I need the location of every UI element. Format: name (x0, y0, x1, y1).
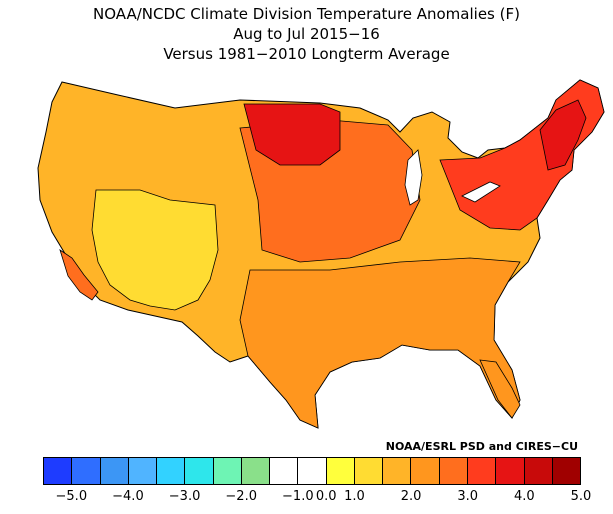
colorbar-tick-label: −5.0 (55, 489, 88, 504)
colorbar-swatch (467, 458, 497, 484)
colorbar-tick-label: −3.0 (168, 489, 201, 504)
lake-michigan (404, 149, 423, 206)
colorbar-swatch (72, 458, 101, 484)
north-plains-region (243, 103, 341, 166)
colorbar-swatch (411, 458, 440, 484)
colorbar-tick-label: −1.0 (282, 489, 314, 504)
title-line-3: Versus 1981−2010 Longterm Average (163, 45, 450, 63)
colorbar-swatch (157, 458, 186, 484)
colorbar-swatch (270, 458, 299, 484)
colorbar-swatch (354, 458, 384, 484)
colorbar-swatch (100, 458, 129, 484)
map-title: NOAA/NCDC Climate Division Temperature A… (0, 4, 613, 64)
colorbar-swatch (298, 458, 327, 484)
southeast-region (239, 257, 521, 429)
title-line-2: Aug to Jul 2015−16 (233, 25, 380, 43)
colorbar-swatch (326, 458, 355, 484)
socal-region (59, 249, 99, 301)
colorbar-labels: −5.0 −4.0 −3.0 −2.0 −1.0 0.0 1.0 2.0 3.0 4.0 5.0 (43, 489, 592, 507)
colorbar-tick-label: −4.0 (112, 489, 144, 504)
lake-erie (461, 181, 501, 203)
colorbar-tick-label: 1.0 (344, 489, 365, 504)
credit-text: NOAA/ESRL PSD and CIRES−CU (385, 440, 578, 453)
colorbar-swatch (552, 458, 581, 484)
florida-region (479, 359, 521, 419)
colorbar-tick-label: 0.0 (315, 489, 337, 504)
colorbar-swatch (241, 458, 271, 484)
title-line-1: NOAA/NCDC Climate Division Temperature A… (93, 5, 520, 23)
colorbar-swatch (439, 458, 468, 484)
colorbar-swatch (44, 458, 73, 484)
colorbar-tick-label: 3.0 (457, 489, 479, 504)
southwest-region (91, 189, 219, 311)
colorbar-swatch (524, 458, 553, 484)
colorbar-swatch (383, 458, 412, 484)
colorbar-legend (43, 457, 581, 485)
new-england-region (539, 99, 587, 171)
colorbar-tick-label: 5.0 (570, 489, 592, 504)
colorbar-tick-label: 4.0 (514, 489, 535, 504)
colorbar-swatch (185, 458, 214, 484)
colorbar-swatch (213, 458, 242, 484)
colorbar-tick-label: 2.0 (400, 489, 422, 504)
colorbar-swatch (128, 458, 158, 484)
colorbar-tick-label: −2.0 (225, 489, 257, 504)
colorbar-swatch (496, 458, 525, 484)
